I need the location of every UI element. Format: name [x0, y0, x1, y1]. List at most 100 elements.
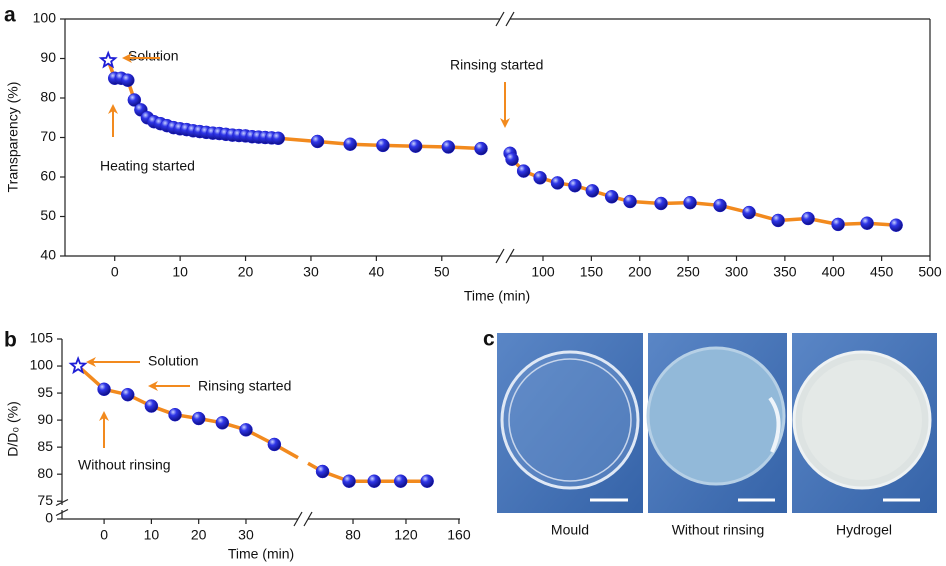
marker	[742, 205, 756, 220]
marker	[654, 196, 668, 211]
gel-edge	[768, 396, 781, 453]
x-axis-label: Time (min)	[228, 546, 294, 562]
marker	[889, 218, 903, 232]
annotation: Without rinsing	[78, 457, 171, 473]
axis-break	[55, 508, 69, 517]
y-tick-label: 0	[45, 510, 53, 526]
axis-break	[505, 248, 515, 264]
annotation: Solution	[128, 48, 179, 64]
y-tick-label: 95	[37, 384, 53, 400]
marker	[505, 152, 519, 166]
marker	[144, 399, 159, 413]
marker	[771, 213, 785, 228]
y-tick-label: 90	[37, 411, 53, 427]
axis-break	[505, 11, 515, 27]
data-line	[508, 152, 897, 227]
chart: 0 10 20 30 80 120 160 0 75 80 85 90 95 100 105 Time (mi…	[5, 330, 471, 562]
axis-break	[55, 498, 69, 507]
x-tick-label: 120	[394, 527, 418, 543]
marker	[121, 73, 135, 87]
dish-rim	[508, 358, 632, 482]
marker	[516, 164, 531, 178]
marker	[127, 93, 142, 107]
marker	[408, 139, 423, 153]
marker	[420, 474, 434, 488]
x-tick-label: 0	[100, 527, 108, 543]
annotation: Solution	[148, 353, 199, 369]
dish	[646, 346, 786, 486]
y-tick-label: 80	[37, 465, 53, 481]
x-tick-label: 30	[303, 264, 319, 280]
y-axis-label: Transparency (%)	[5, 82, 21, 193]
marker	[550, 176, 565, 190]
marker	[585, 184, 600, 198]
x-tick-label: 400	[822, 264, 846, 280]
marker	[271, 131, 285, 146]
x-tick-label: 100	[531, 264, 555, 280]
marker	[683, 195, 697, 210]
photo-label: Hydrogel	[836, 522, 892, 538]
data-line	[114, 76, 482, 151]
x-tick-label: 50	[434, 264, 450, 280]
marker	[239, 423, 253, 437]
x-tick-label: 80	[345, 527, 361, 543]
photo-panel: Mould Without rinsing Hydrogel	[497, 333, 937, 538]
marker	[713, 198, 727, 213]
x-tick-label: 10	[172, 264, 188, 280]
marker	[533, 171, 547, 185]
y-tick-label: 75	[37, 492, 53, 508]
photo-label: Mould	[551, 522, 589, 538]
y-tick-label: 105	[30, 330, 54, 346]
x-tick-label: 500	[918, 264, 942, 280]
marker	[342, 474, 356, 488]
marker	[801, 211, 815, 226]
annotation: Rinsing started	[450, 57, 543, 73]
marker	[168, 407, 182, 422]
axis-break	[303, 511, 313, 527]
x-tick-label: 10	[144, 527, 160, 543]
marker	[315, 464, 330, 479]
marker	[393, 474, 408, 488]
y-tick-label: 50	[40, 207, 56, 223]
panel-label: a	[4, 4, 16, 27]
x-tick-label: 300	[725, 264, 749, 280]
axis-break	[293, 511, 303, 527]
x-tick-label: 0	[111, 264, 119, 280]
marker	[267, 437, 282, 452]
marker	[441, 140, 456, 154]
marker	[310, 134, 325, 149]
start-marker	[68, 356, 88, 375]
panel-label: c	[483, 328, 495, 351]
chart: 0 10 20 30 40 50 100 150 200 250 300 350 400 450 500 40…	[5, 10, 942, 304]
marker	[191, 411, 206, 426]
y-tick-label: 40	[40, 247, 56, 263]
axis-break	[495, 11, 505, 27]
hydrogel	[802, 360, 922, 480]
marker	[860, 216, 874, 230]
marker	[343, 137, 357, 151]
x-tick-label: 250	[676, 264, 700, 280]
photo	[497, 333, 643, 513]
x-tick-label: 20	[238, 264, 254, 280]
marker	[568, 178, 582, 193]
y-tick-label: 100	[33, 10, 57, 26]
panel-label: b	[4, 329, 17, 352]
axis-break	[495, 248, 505, 264]
dish	[500, 350, 640, 490]
marker	[831, 217, 845, 232]
y-tick-label: 90	[40, 49, 56, 65]
marker	[474, 141, 488, 156]
marker	[376, 138, 390, 153]
y-tick-label: 85	[37, 438, 53, 454]
annotation: Rinsing started	[198, 378, 291, 394]
x-tick-label: 450	[870, 264, 894, 280]
annotation: Heating started	[100, 158, 195, 174]
marker	[120, 387, 135, 402]
y-axis-label: D/D₀ (%)	[5, 401, 21, 457]
x-tick-label: 350	[773, 264, 797, 280]
x-tick-label: 30	[238, 527, 254, 543]
photo-label: Without rinsing	[672, 522, 765, 538]
y-tick-label: 80	[40, 89, 56, 105]
y-tick-label: 60	[40, 168, 56, 184]
